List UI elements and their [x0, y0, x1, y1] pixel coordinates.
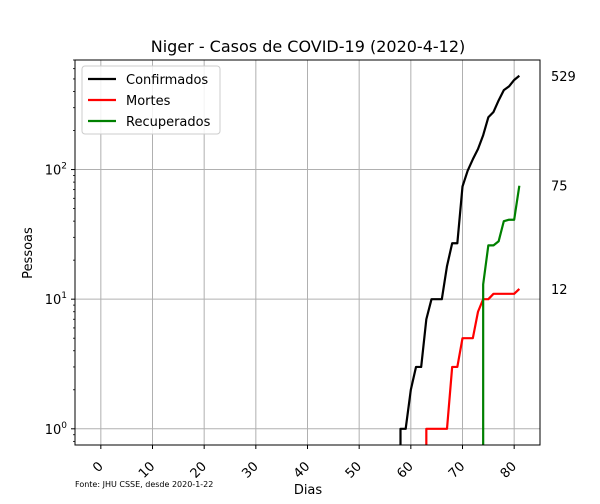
legend-label-recuperados: Recuperados — [126, 115, 211, 130]
end-labels: 529 12 75 — [551, 70, 576, 298]
series-lines — [399, 74, 521, 445]
x-axis-label: Dias — [294, 483, 323, 498]
x-tick-label: 0 — [90, 459, 106, 475]
legend-label-mortes: Mortes — [126, 94, 171, 109]
chart-title: Niger - Casos de COVID-19 (2020-4-12) — [151, 37, 466, 56]
end-label-mortes: 12 — [551, 283, 568, 298]
x-tick-label: 40 — [291, 459, 313, 481]
series-line-mortes — [425, 288, 521, 445]
plot-frame — [74, 59, 541, 446]
legend: Confirmados Mortes Recuperados — [81, 65, 221, 135]
x-tick-label: 30 — [239, 459, 261, 481]
x-tick-label: 50 — [343, 459, 365, 481]
y-tick-label: 101 — [45, 291, 67, 308]
series-line-confirmados — [399, 74, 521, 445]
x-tick-label: 10 — [136, 459, 158, 481]
legend-box — [81, 65, 221, 135]
end-label-confirmados: 529 — [551, 70, 576, 85]
y-axis-label: Pessoas — [21, 227, 36, 279]
series-line-recuperados — [482, 185, 521, 445]
y-tick-label: 100 — [45, 421, 68, 438]
x-tick-label: 60 — [394, 459, 416, 481]
x-tick-label: 20 — [188, 459, 210, 481]
y-tick-label: 102 — [45, 162, 67, 179]
legend-label-confirmados: Confirmados — [126, 73, 208, 88]
x-tick-label: 80 — [498, 459, 520, 481]
source-note: Fonte: JHU CSSE, desde 2020-1-22 — [75, 480, 213, 489]
end-label-recuperados: 75 — [551, 180, 568, 195]
x-tick-label: 70 — [446, 459, 468, 481]
